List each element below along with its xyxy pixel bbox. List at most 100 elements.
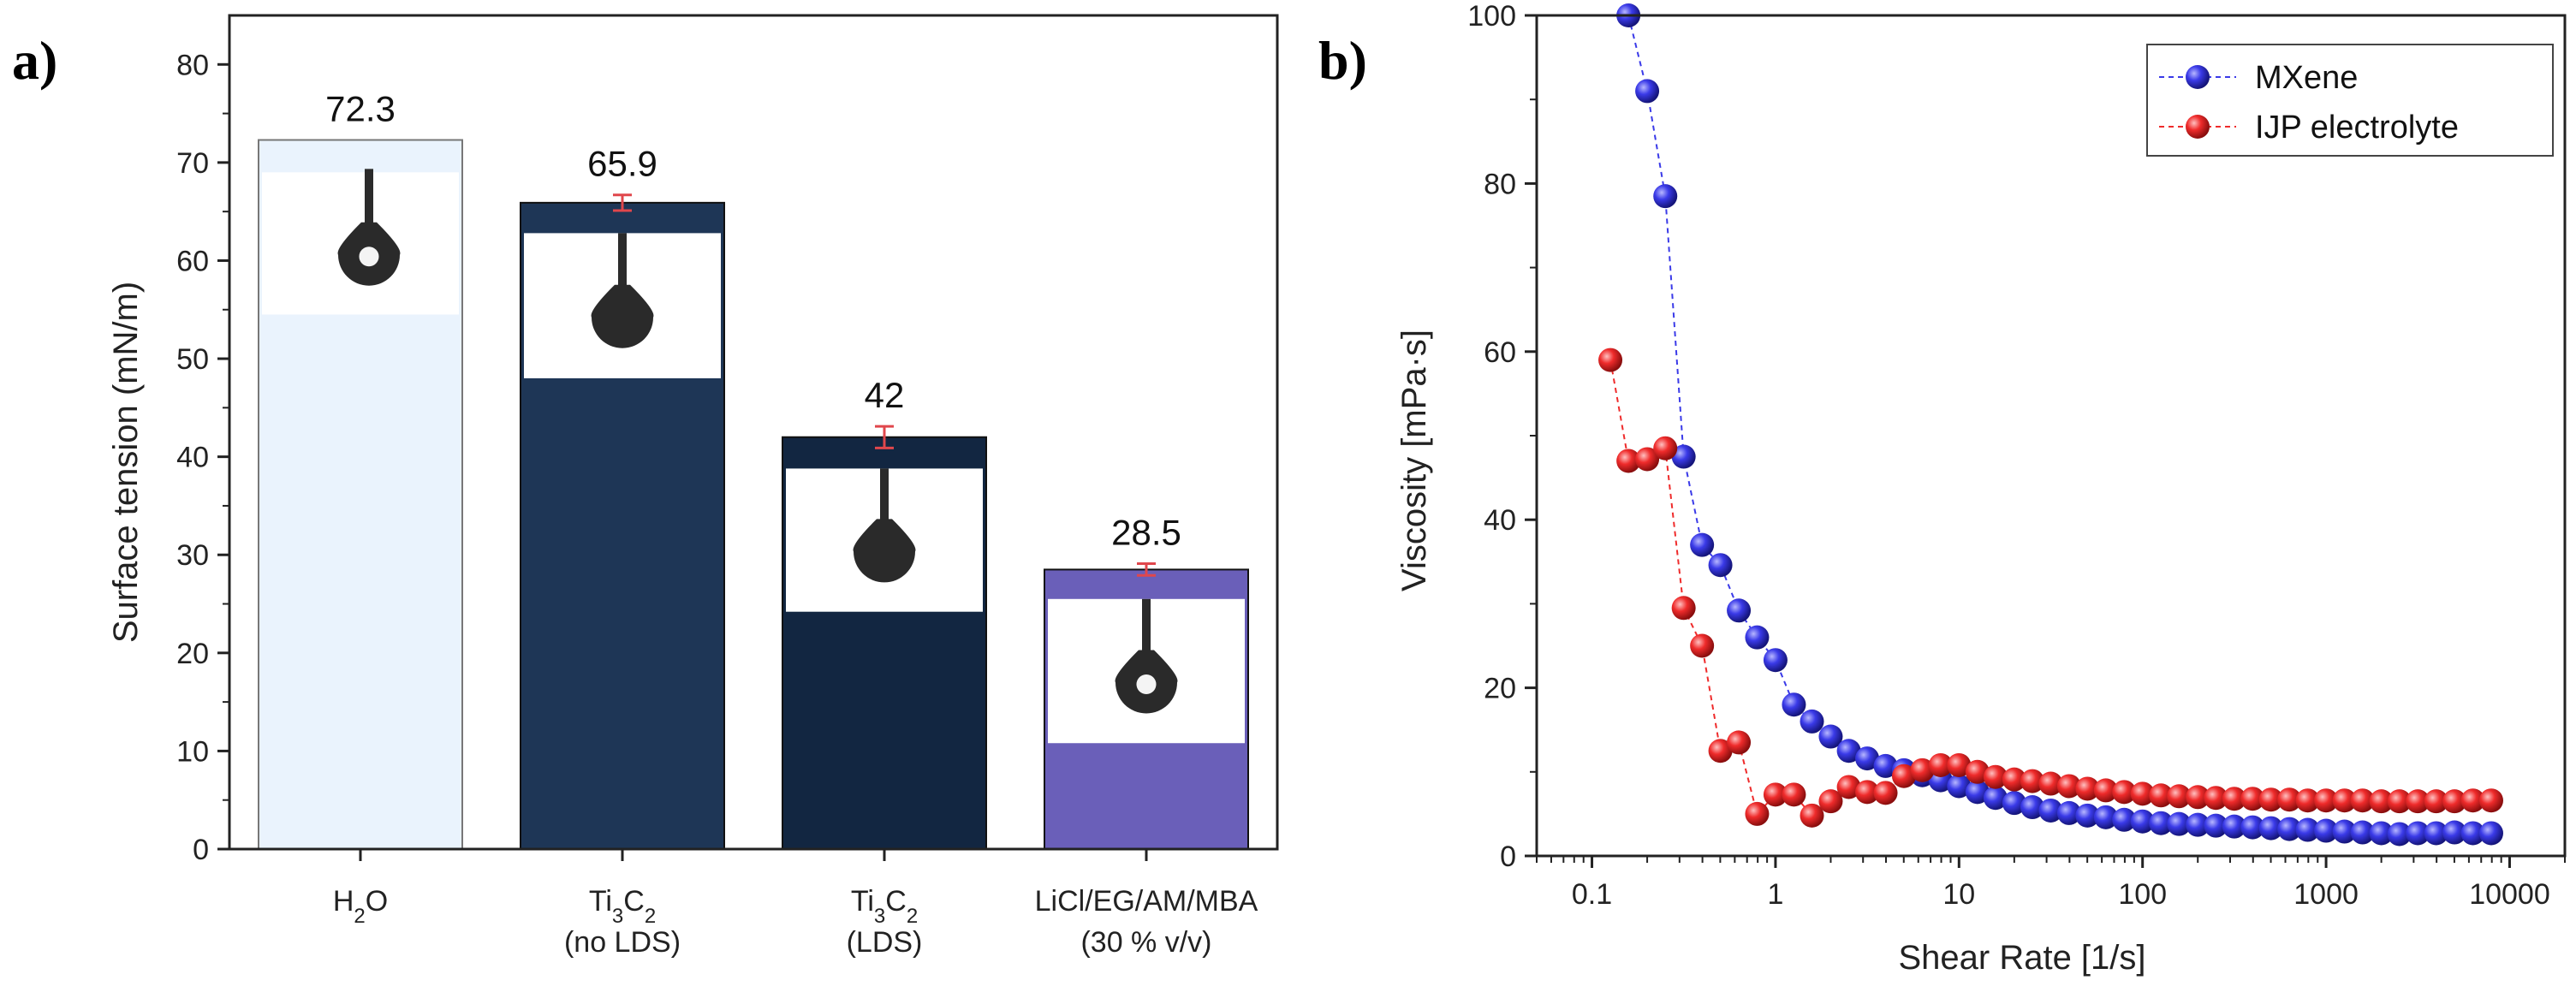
- ijp-electrolyte-point: [1598, 348, 1623, 372]
- panel-b-y-axis-title: Viscosity [mPa·s]: [1395, 330, 1433, 591]
- panel-a-y-ticks: 0 10 20 30 40 50 60 70 80: [176, 49, 229, 866]
- ijp-electrolyte-point: [2204, 786, 2228, 811]
- ijp-electrolyte-point: [1983, 764, 2008, 789]
- bar-value-label: 72.3: [325, 89, 396, 129]
- mxene-point: [1836, 739, 1861, 763]
- mxene-point: [1965, 780, 1990, 805]
- category-label: Ti3C2: [589, 885, 656, 928]
- category-label-text: C: [885, 885, 907, 918]
- ijp-electrolyte-point: [1635, 447, 1660, 472]
- subscript: 2: [354, 905, 365, 928]
- mxene-point: [2112, 807, 2137, 832]
- ijp-electrolyte-point: [2350, 788, 2375, 813]
- ijp-electrolyte-point: [2478, 788, 2503, 813]
- ijp-electrolyte-point: [2387, 789, 2412, 814]
- y-tick-label: 20: [176, 638, 209, 670]
- category-label-text: C: [623, 885, 645, 918]
- legend-marker: [2186, 115, 2210, 139]
- mxene-point: [1983, 786, 2008, 811]
- mxene-point: [2240, 815, 2265, 840]
- bar-value-label: 42: [865, 375, 905, 415]
- ijp-electrolyte-point: [2167, 784, 2192, 809]
- ijp-electrolyte-point: [1891, 763, 1916, 788]
- category-label-text: Ti: [851, 885, 874, 918]
- y-tick-label: 80: [1484, 168, 1516, 200]
- mxene-point: [2056, 800, 2081, 825]
- ijp-electrolyte-point: [1690, 633, 1715, 658]
- legend-box: [2146, 44, 2554, 157]
- x-tick-label: 100: [2118, 878, 2167, 911]
- mxene-point: [2350, 820, 2375, 845]
- mxene-point: [2149, 811, 2174, 835]
- category-label-text: Ti: [589, 885, 612, 918]
- subscript: 2: [907, 905, 918, 928]
- ijp-electrolyte-point: [2075, 776, 2100, 801]
- mxene-point: [2277, 817, 2302, 841]
- ijp-electrolyte-point: [2258, 787, 2283, 812]
- x-tick-label: 1: [1767, 878, 1783, 911]
- mxene-point: [2442, 820, 2467, 845]
- droplet: [591, 284, 654, 348]
- mxene-point: [2406, 821, 2430, 846]
- panel-a-x-ticks: [359, 849, 1148, 861]
- ijp-electrolyte-point: [2442, 789, 2467, 814]
- legend-label: MXene: [2255, 60, 2358, 96]
- category-label-text: LiCl/EG/AM/MBA: [1035, 885, 1258, 918]
- mxene-point: [2460, 821, 2485, 846]
- mxene-point: [2075, 803, 2100, 828]
- ijp-electrolyte-point: [2002, 767, 2026, 792]
- y-tick-label: 0: [1500, 841, 1516, 873]
- series-markers: [1598, 3, 2503, 847]
- subscript: 2: [645, 905, 656, 928]
- ijp-electrolyte-point: [1671, 596, 1696, 621]
- y-tick-label: 40: [176, 442, 209, 474]
- ijp-electrolyte-point: [1965, 759, 1990, 784]
- ijp-electrolyte-point: [2369, 789, 2394, 814]
- y-tick-label: 80: [176, 49, 209, 81]
- panel-b-x-ticks: 0.1 1 10 100 1000 10000: [1536, 856, 2566, 911]
- mxene-point: [2038, 798, 2063, 823]
- x-tick-label: 10: [1942, 878, 1975, 911]
- mxene-point: [2204, 813, 2228, 838]
- ijp-electrolyte-point: [2240, 787, 2265, 811]
- pendant-drop-inset: [262, 169, 459, 315]
- mxene-point: [1763, 648, 1788, 673]
- mxene-point: [2186, 812, 2210, 837]
- mxene-point: [2387, 822, 2412, 847]
- ijp-electrolyte-point: [1653, 436, 1678, 460]
- needle: [1142, 598, 1151, 657]
- ijp-electrolyte-point: [2222, 787, 2246, 811]
- category-label-text: O: [366, 885, 388, 918]
- ijp-electrolyte-point: [2295, 788, 2320, 813]
- ijp-electrolyte-point: [2332, 788, 2357, 813]
- panel-b-viscosity-chart: b) Viscosity [mPa·s] Shear Rate [1/s] 0 2…: [1318, 0, 2567, 977]
- mxene-point: [2314, 818, 2339, 843]
- ijp-electrolyte-point: [2460, 788, 2485, 813]
- mxene-point: [2369, 821, 2394, 846]
- ijp-electrolyte-point: [1763, 782, 1788, 807]
- y-tick-label: 60: [176, 245, 209, 277]
- needle: [365, 169, 373, 229]
- y-tick-label: 60: [1484, 336, 1516, 369]
- ijp-electrolyte-point: [1910, 757, 1935, 782]
- y-tick-label: 100: [1467, 0, 1516, 33]
- mxene-point: [1782, 692, 1806, 717]
- ijp-electrolyte-point: [2186, 785, 2210, 810]
- bar-value-label: 65.9: [587, 144, 657, 184]
- ijp-electrolyte-point: [1745, 801, 1770, 826]
- legend-label: IJP electrolyte: [2255, 110, 2459, 146]
- mxene-point: [1800, 709, 1824, 734]
- ijp-electrolyte-point: [1818, 789, 1843, 814]
- ijp-electrolyte-point: [2149, 783, 2174, 808]
- panel-b-x-axis-title: Shear Rate [1/s]: [1898, 939, 2145, 977]
- ijp-electrolyte-point: [1800, 803, 1824, 828]
- ijp-electrolyte-point: [1947, 752, 1972, 777]
- mxene-point: [1855, 746, 1880, 771]
- ijp-electrolyte-point: [2112, 780, 2137, 805]
- ijp-electrolyte-point: [1836, 775, 1861, 799]
- ijp-electrolyte-point: [1855, 780, 1880, 805]
- mxene-point: [2167, 811, 2192, 836]
- panel-b-label: b): [1318, 30, 1367, 91]
- droplet-highlight: [359, 247, 379, 267]
- ijp-electrolyte-point: [2038, 771, 2063, 796]
